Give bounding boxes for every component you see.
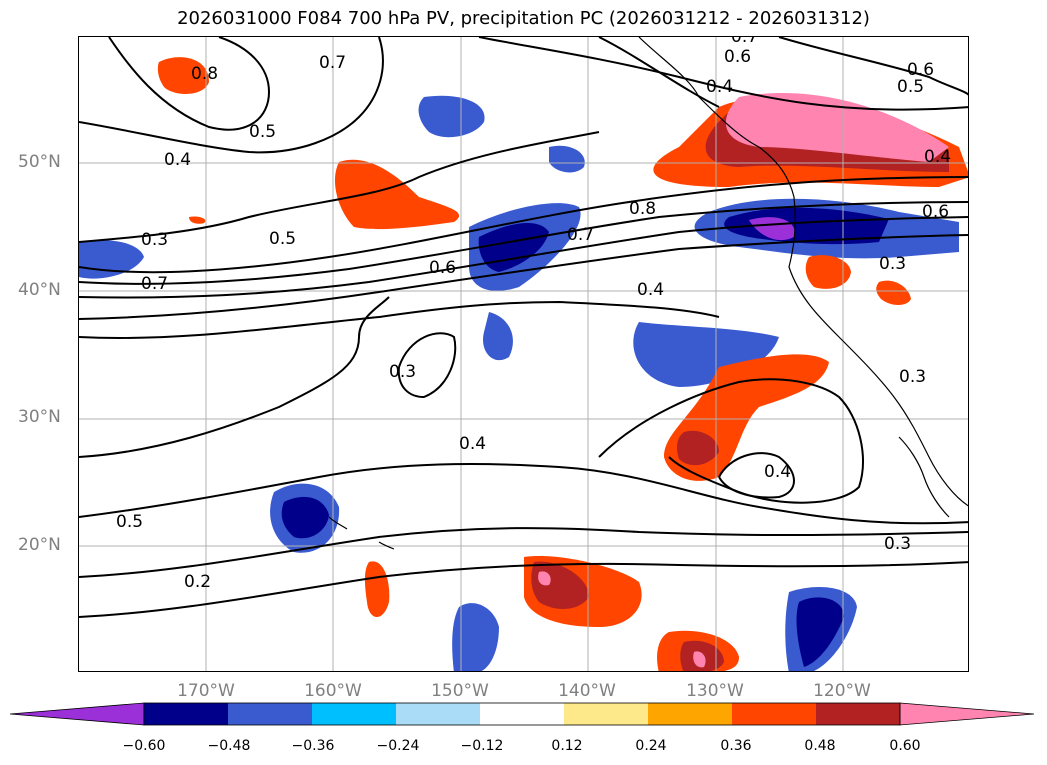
contour-label: 0.7	[731, 37, 758, 47]
contour-label: 0.4	[164, 150, 191, 170]
contour-label: 0.2	[184, 572, 211, 592]
contour-label: 0.5	[269, 229, 296, 249]
colorbar-segment	[564, 703, 648, 725]
map-canvas: 0.8 0.7 0.6 0.6 0.5 0.4 0.4 0.8 0.7 0.6 …	[79, 37, 968, 671]
map-frame[interactable]: 0.8 0.7 0.6 0.6 0.5 0.4 0.4 0.8 0.7 0.6 …	[78, 36, 969, 672]
lat-label-40n: 40°N	[18, 280, 61, 300]
colorbar-outline	[143, 702, 901, 726]
colorbar-tick: 0.36	[720, 738, 752, 754]
precip-shading	[79, 57, 968, 671]
contour-label: 0.5	[897, 77, 924, 97]
contour-label: 0.5	[249, 122, 276, 142]
colorbar-tick: −0.12	[460, 738, 504, 754]
colorbar-extend-high	[899, 702, 1035, 726]
contour-label: 0.3	[141, 230, 168, 250]
colorbar-segments	[10, 702, 1035, 726]
contour-label: 0.6	[907, 60, 934, 80]
colorbar-segment	[228, 703, 312, 725]
colorbar-segment	[396, 703, 480, 725]
colorbar-tick: −0.36	[291, 738, 335, 754]
contour-label: 0.4	[706, 77, 733, 97]
lon-label-150w: 150°W	[431, 681, 489, 701]
contour-labels: 0.8 0.7 0.6 0.6 0.5 0.4 0.4 0.8 0.7 0.6 …	[116, 37, 951, 592]
contour-label: 0.8	[629, 199, 656, 219]
contour-label: 0.7	[567, 225, 594, 245]
contour-label: 0.7	[141, 274, 168, 294]
contour-label: 0.4	[764, 462, 791, 482]
contour-label: 0.6	[724, 47, 751, 67]
colorbar-tick: 0.24	[635, 738, 667, 754]
lon-label-170w: 170°W	[177, 681, 235, 701]
lat-label-50n: 50°N	[18, 152, 61, 172]
contour-label: 0.6	[922, 202, 949, 222]
colorbar-tick: 0.48	[804, 738, 836, 754]
colorbar-tick: 0.12	[551, 738, 583, 754]
colorbar-segment	[480, 703, 564, 725]
colorbar-segment	[312, 703, 396, 725]
colorbar-segment	[732, 703, 816, 725]
lon-label-130w: 130°W	[686, 681, 744, 701]
colorbar-segment	[816, 703, 900, 725]
lat-label-20n: 20°N	[18, 535, 61, 555]
lon-label-120w: 120°W	[813, 681, 871, 701]
graticule	[79, 37, 968, 671]
contour-label: 0.6	[429, 258, 456, 278]
coastline	[328, 37, 968, 550]
contour-label: 0.4	[924, 147, 951, 167]
contour-label: 0.4	[637, 280, 664, 300]
colorbar-extend-low	[10, 702, 145, 726]
pv-contours	[79, 37, 968, 618]
contour-label: 0.3	[389, 362, 416, 382]
lon-label-140w: 140°W	[558, 681, 616, 701]
colorbar-tick: −0.48	[207, 738, 251, 754]
colorbar-segment	[648, 703, 732, 725]
lon-label-160w: 160°W	[304, 681, 362, 701]
contour-label: 0.8	[191, 64, 218, 84]
contour-label: 0.3	[884, 534, 911, 554]
contour-label: 0.3	[879, 254, 906, 274]
contour-label: 0.7	[319, 53, 346, 73]
colorbar	[10, 702, 1035, 726]
colorbar-tick: 0.60	[889, 738, 921, 754]
colorbar-tick: −0.24	[376, 738, 420, 754]
colorbar-tick: −0.60	[122, 738, 166, 754]
contour-label: 0.3	[899, 367, 926, 387]
contour-label: 0.5	[116, 512, 143, 532]
contour-label: 0.4	[459, 434, 486, 454]
map-title: 2026031000 F084 700 hPa PV, precipitatio…	[177, 8, 870, 29]
colorbar-segment	[144, 703, 228, 725]
lat-label-30n: 30°N	[18, 407, 61, 427]
